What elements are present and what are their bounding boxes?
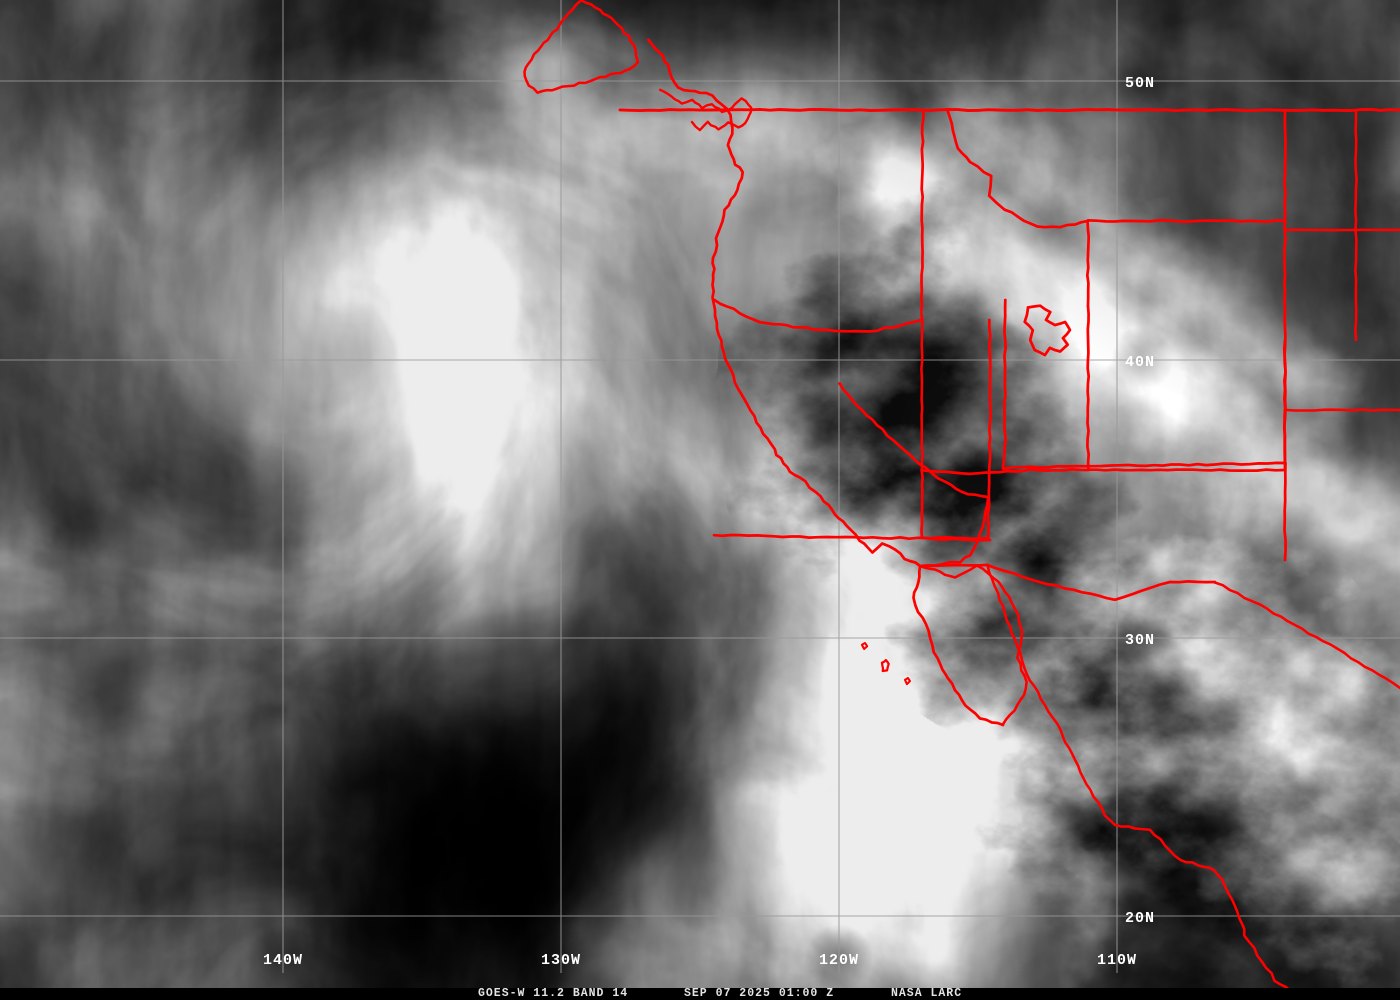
svg-text:40N: 40N	[1125, 354, 1155, 371]
svg-text:20N: 20N	[1125, 910, 1155, 927]
svg-text:50N: 50N	[1125, 75, 1155, 92]
svg-text:140W: 140W	[263, 952, 303, 969]
svg-text:130W: 130W	[541, 952, 581, 969]
svg-text:30N: 30N	[1125, 632, 1155, 649]
svg-text:110W: 110W	[1097, 952, 1137, 969]
svg-text:120W: 120W	[819, 952, 859, 969]
